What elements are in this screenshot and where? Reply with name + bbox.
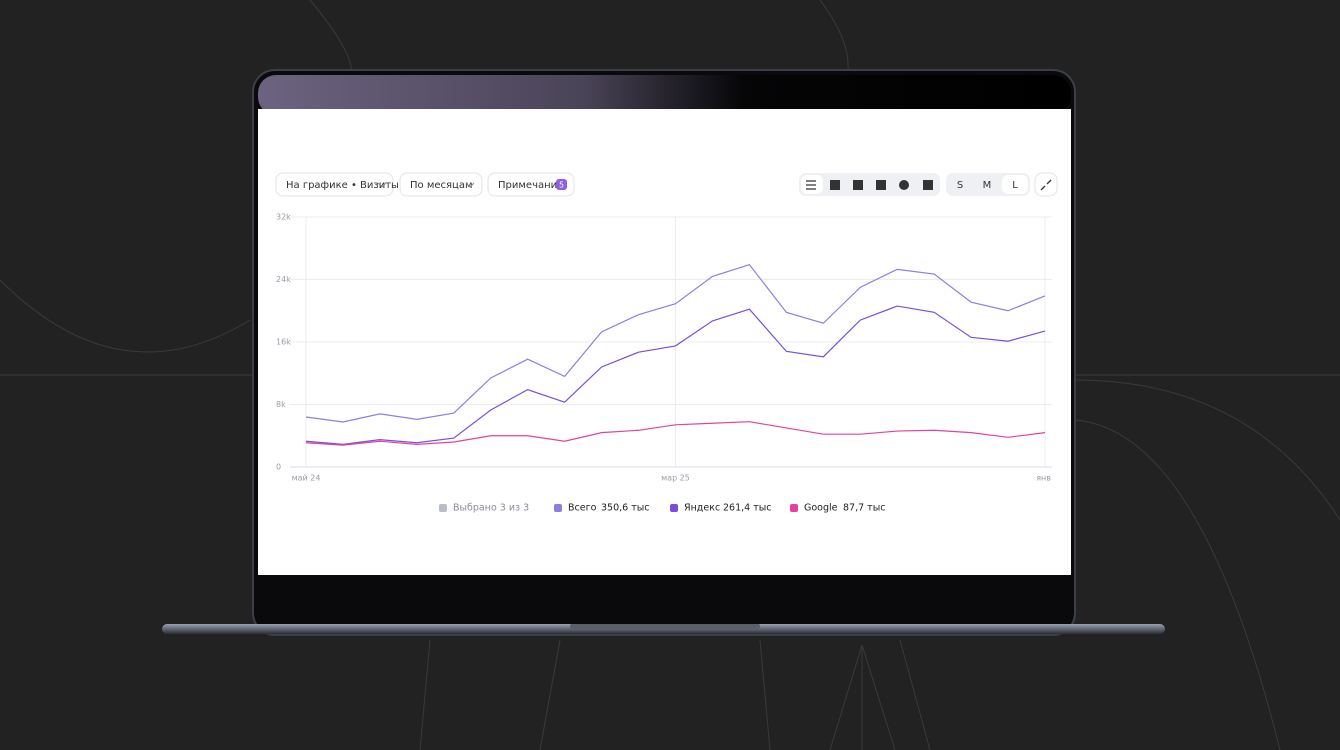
legend-name: Всего	[568, 503, 597, 514]
legend-total: 261,4 тыс	[723, 503, 771, 514]
series-line	[305, 263, 1046, 423]
series-line	[305, 305, 1046, 445]
legend-summary: Выбрано 3 из 3	[453, 503, 529, 514]
icon-area[interactable]	[830, 180, 840, 190]
size-option[interactable]: M	[983, 180, 992, 191]
icon-line	[806, 180, 816, 190]
x-tick-label: янв	[1036, 474, 1051, 483]
toolbar: На графике • Визиты По месяцам Примечани…	[275, 172, 1058, 197]
legend-name: Google	[804, 503, 838, 514]
legend-checkbox	[670, 504, 678, 512]
legend-total: 350,6 тыс	[601, 503, 649, 514]
legend-checkbox	[439, 504, 447, 512]
legend-checkbox	[790, 504, 798, 512]
chevron	[377, 182, 387, 188]
notes-badge	[556, 179, 567, 190]
y-tick-label: 16k	[276, 338, 291, 347]
chart-type-group	[799, 173, 940, 196]
y-tick-label: 0	[276, 463, 281, 472]
metric-dropdown[interactable]	[275, 172, 394, 197]
y-tick-label: 32k	[276, 213, 291, 222]
icon-collapse	[1040, 179, 1052, 191]
x-tick-label: мар 25	[661, 474, 690, 483]
size-option[interactable]: S	[957, 180, 963, 191]
x-tick-label: май 24	[292, 474, 321, 483]
legend-checkbox	[554, 504, 562, 512]
period-dropdown[interactable]	[399, 172, 483, 197]
collapse-button[interactable]	[1034, 172, 1058, 197]
notes-button[interactable]	[487, 172, 575, 197]
legend-total: 87,7 тыс	[843, 503, 885, 514]
icon-stacked[interactable]	[876, 180, 886, 190]
legend-name: Яндекс	[684, 503, 720, 514]
notes-count: 5	[559, 181, 564, 190]
y-tick-label: 8k	[276, 400, 286, 409]
icon-column[interactable]	[923, 180, 933, 190]
icon-pie[interactable]	[899, 180, 909, 190]
laptop-bezel	[258, 75, 1071, 115]
laptop-notch	[570, 624, 760, 629]
size-option[interactable]: L	[1012, 180, 1018, 191]
icon-bar[interactable]	[853, 180, 863, 190]
series-line	[305, 421, 1046, 446]
chevron	[465, 182, 475, 188]
y-tick-label: 24k	[276, 275, 291, 284]
chart: 0 8k 16k 24k 32k май 24 мар 25 янв Выбрано 3 из …	[276, 213, 1052, 514]
metric-label: На графике • Визиты	[286, 180, 399, 191]
notes-label: Примечания	[498, 180, 563, 191]
size-selected	[1002, 175, 1028, 194]
period-label: По месяцам	[410, 180, 473, 191]
